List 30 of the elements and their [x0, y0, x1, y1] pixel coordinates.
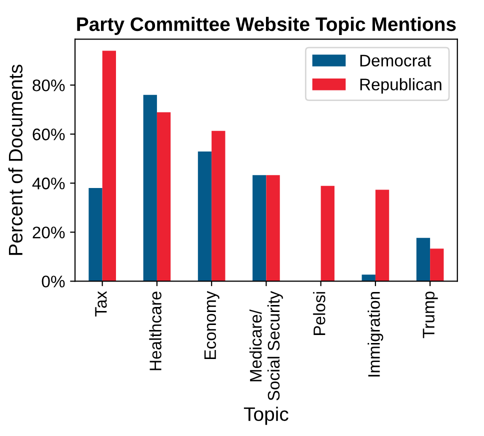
bar	[375, 190, 390, 282]
bar	[416, 238, 430, 282]
bar	[266, 175, 280, 282]
x-tick-label: Trump	[422, 292, 438, 338]
x-tick-label: Tax	[95, 291, 107, 316]
bar	[88, 188, 102, 282]
x-tick-label: Economy	[204, 290, 220, 360]
legend-label: Democrat	[360, 54, 432, 66]
bar	[212, 130, 226, 282]
x-tick-label: Healthcare	[149, 292, 162, 370]
x-tick-label: Pelosi	[313, 292, 326, 335]
y-tick-label: 60%	[32, 128, 65, 140]
bar	[102, 50, 116, 282]
legend-label: Republican	[360, 78, 442, 94]
bar	[362, 274, 376, 282]
bar	[252, 175, 266, 282]
y-tick-label: 40%	[32, 178, 65, 190]
x-axis-title: Topic	[244, 406, 288, 425]
bar	[198, 152, 212, 282]
chart-title: Party Committee Website Topic Mentions	[77, 16, 456, 35]
y-tick-label: 80%	[32, 79, 65, 92]
bar	[156, 112, 171, 282]
y-axis-title: Percent of Documents	[8, 64, 23, 255]
bar	[143, 94, 157, 282]
bar	[320, 186, 334, 282]
bar	[430, 248, 444, 282]
y-tick-label: 20%	[32, 226, 65, 238]
x-tick-label: Medicare/ Social Security	[249, 290, 283, 400]
y-tick-label: 0%	[42, 276, 65, 288]
x-tick-label: Immigration	[368, 292, 384, 376]
